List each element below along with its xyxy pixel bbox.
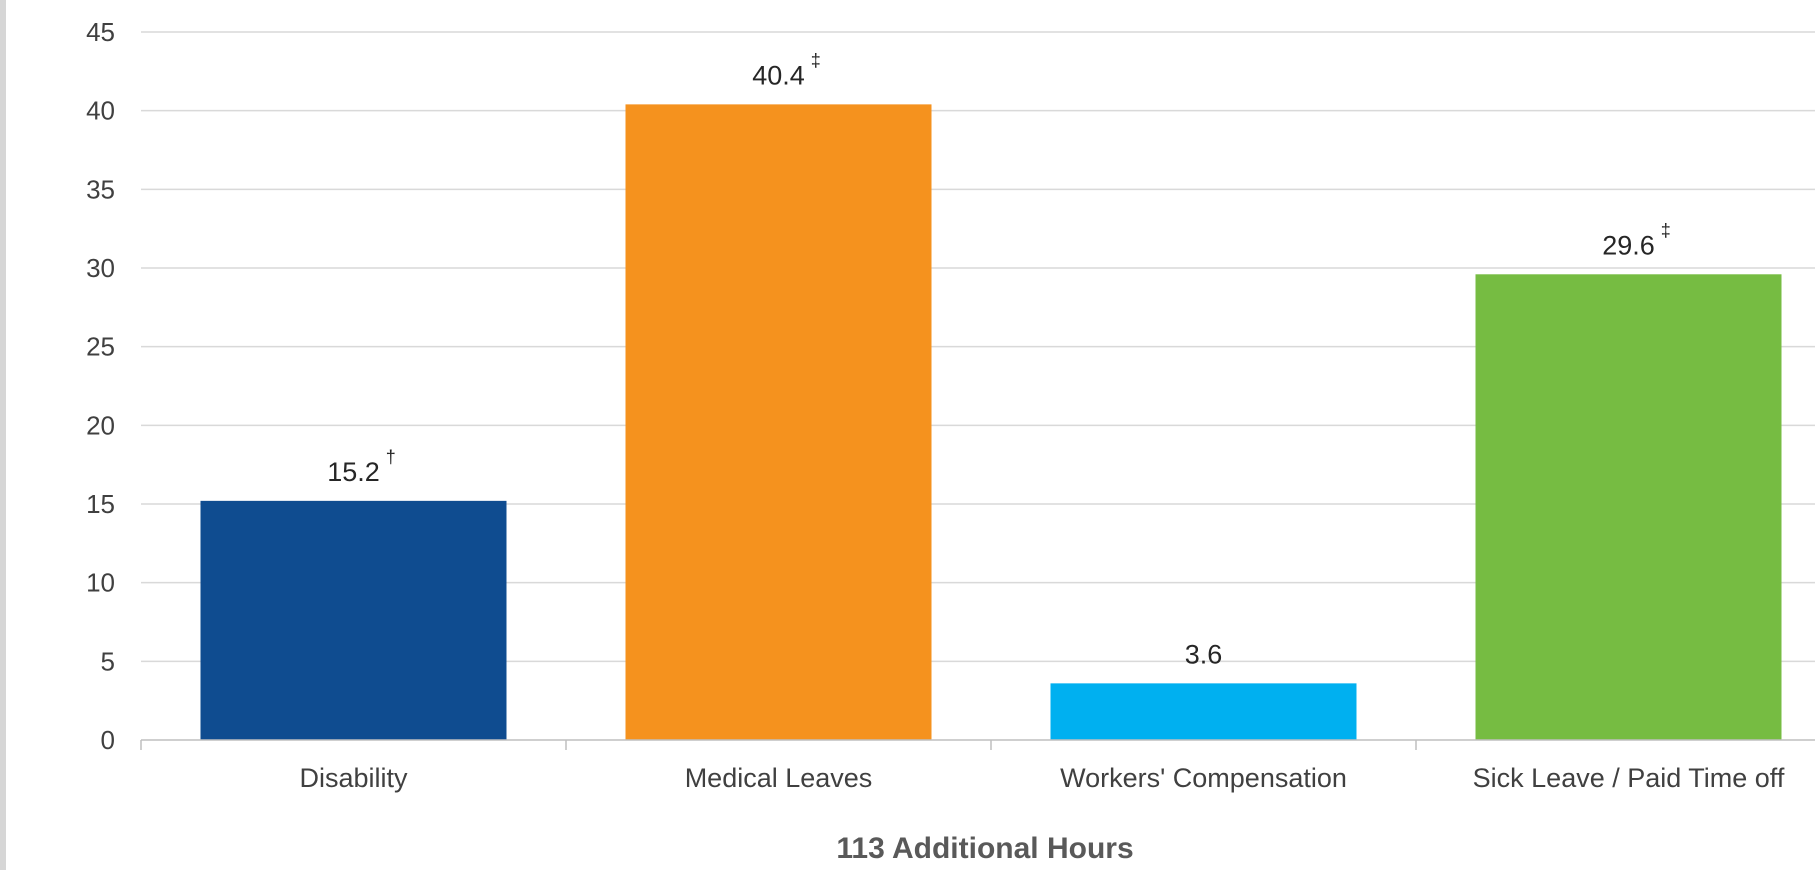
left-border	[0, 0, 6, 870]
bar	[1475, 274, 1782, 740]
data-label: 29.6	[1602, 230, 1655, 260]
significance-mark: ‡	[811, 50, 821, 70]
y-tick-label: 30	[86, 253, 115, 283]
x-axis-category-labels: Disability Medical Leaves Workers' Compens…	[299, 763, 1784, 793]
data-labels: 15.2 † 40.4 ‡ 3.6 29.6 ‡	[327, 50, 1671, 669]
y-tick-label: 35	[86, 174, 115, 204]
y-axis-tick-labels: 0 5 10 15 20 25 30 35 40 45	[86, 17, 115, 755]
y-tick-label: 20	[86, 410, 115, 440]
data-label: 15.2	[327, 457, 380, 487]
y-tick-label: 45	[86, 17, 115, 47]
category-label: Sick Leave / Paid Time off	[1473, 763, 1785, 793]
y-tick-label: 25	[86, 332, 115, 362]
data-label: 40.4	[752, 60, 805, 90]
y-tick-label: 10	[86, 568, 115, 598]
category-label: Workers' Compensation	[1060, 763, 1347, 793]
x-axis	[140, 739, 1815, 750]
category-label: Disability	[299, 763, 408, 793]
y-tick-label: 40	[86, 96, 115, 126]
bar	[1050, 683, 1357, 740]
y-tick-label: 0	[101, 725, 115, 755]
data-label: 3.6	[1185, 639, 1223, 669]
y-tick-label: 5	[101, 646, 115, 676]
bars	[200, 104, 1782, 740]
y-tick-label: 15	[86, 489, 115, 519]
significance-mark: †	[386, 447, 396, 467]
category-label: Medical Leaves	[685, 763, 873, 793]
bar	[200, 500, 507, 740]
significance-mark: ‡	[1661, 220, 1671, 240]
x-axis-title: 113 Additional Hours	[836, 832, 1133, 865]
bar	[625, 104, 932, 740]
